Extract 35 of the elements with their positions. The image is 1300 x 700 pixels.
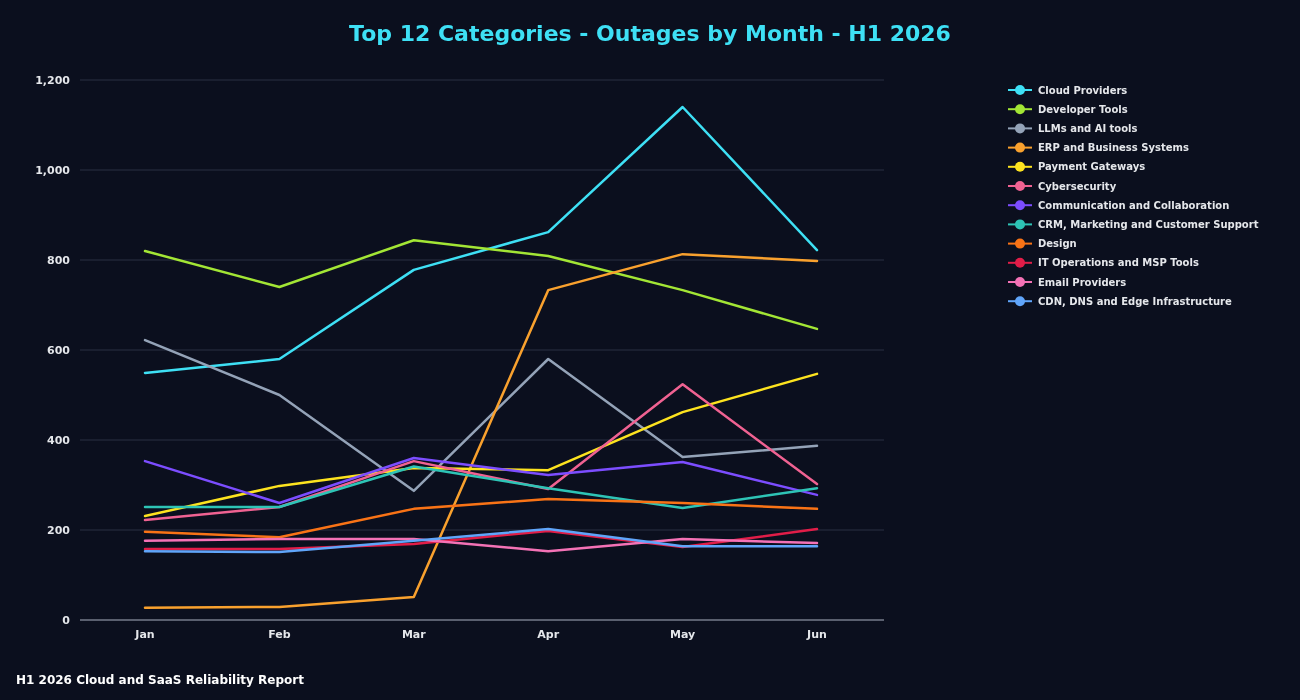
legend-label: CRM, Marketing and Customer Support [1038,218,1259,230]
line-series [143,537,819,553]
y-tick-label: 200 [47,523,71,537]
line-series [143,105,819,375]
legend-label: Developer Tools [1038,103,1128,115]
x-tick-label: Feb [268,628,291,641]
legend-label: Email Providers [1038,276,1127,288]
y-tick-label: 0 [62,613,71,627]
y-tick-label: 1,200 [35,73,71,87]
legend-label: Cloud Providers [1038,84,1128,96]
line-series [143,456,819,505]
legend-label: Communication and Collaboration [1038,199,1230,211]
x-tick-label: Jan [134,628,155,641]
line-series [143,338,819,493]
line-series [143,465,819,510]
y-tick-label: 800 [47,253,71,267]
legend-label: LLMs and AI tools [1038,122,1138,134]
legend-label: ERP and Business Systems [1038,142,1189,154]
x-tick-label: Apr [537,628,560,641]
x-tick-label: Mar [401,628,427,641]
legend-label: IT Operations and MSP Tools [1038,257,1199,269]
x-tick-label: May [670,628,696,641]
y-tick-label: 600 [47,343,71,357]
line-series [143,252,819,610]
chart-title: Top 12 Categories - Outages by Month - H1 2026 [349,21,951,46]
x-tick-label: Jun [806,628,827,641]
legend-label: CDN, DNS and Edge Infrastructure [1038,295,1232,307]
legend-label: Cybersecurity [1038,180,1117,192]
line-series [143,238,819,331]
legend-label: Design [1038,238,1077,250]
text: H1 2026 Cloud and SaaS Reliability Report [16,673,305,687]
y-tick-label: 400 [47,433,71,447]
legend-label: Payment Gateways [1038,161,1146,173]
line-series [143,497,819,539]
y-tick-label: 1,000 [35,163,71,177]
